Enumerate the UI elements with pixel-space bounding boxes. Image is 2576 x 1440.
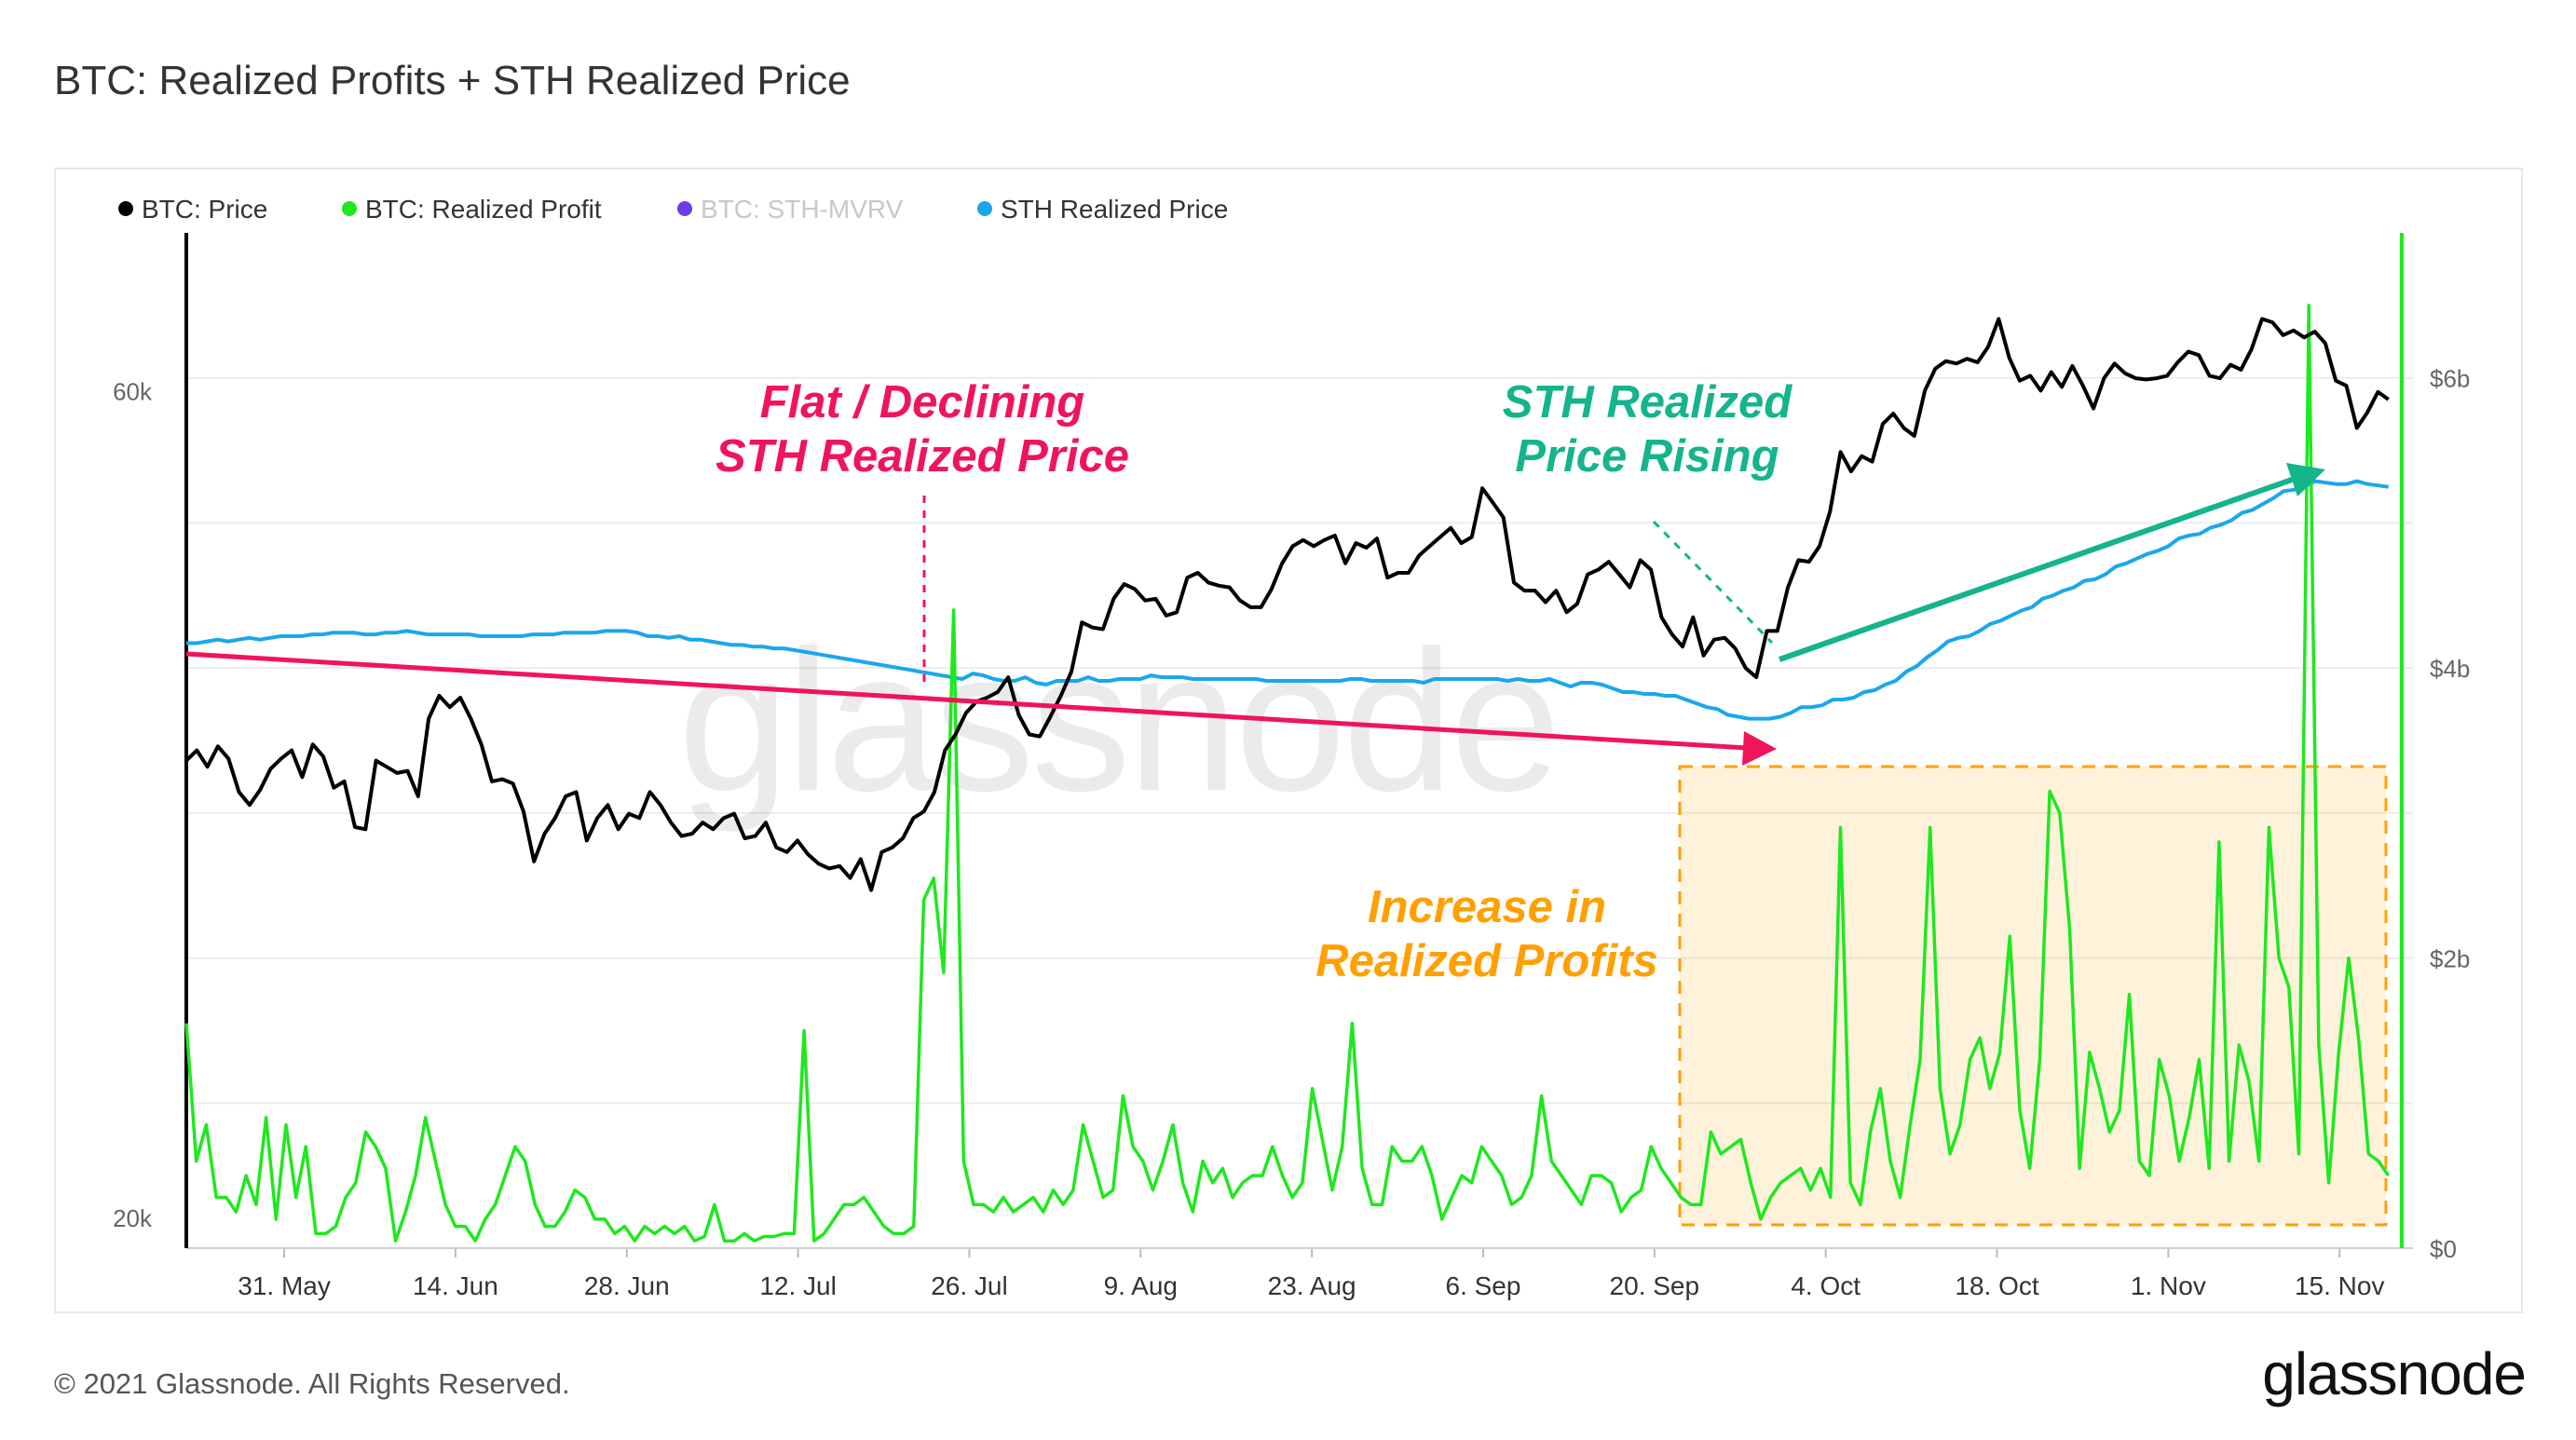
glassnode-logo: glassnode — [2262, 1340, 2527, 1407]
highlight-box-realized-profits — [1678, 765, 2388, 1227]
series-btc-realized-profit — [184, 304, 2391, 1243]
chart-title: BTC: Realized Profits + STH Realized Pri… — [54, 58, 851, 103]
annotation-rising-line1: STH Realized — [1503, 377, 1792, 428]
sth-rising-arrow — [1779, 477, 2293, 662]
series-layer — [184, 304, 2391, 1243]
x-axis-tick-label: 6. Sep — [1446, 1271, 1521, 1300]
annotation-rising-line2: Price Rising — [1515, 431, 1779, 482]
legend-label[interactable]: BTC: Realized Profit — [365, 195, 602, 224]
right-axis-tick-label: $6b — [2430, 365, 2470, 393]
x-axis-tick-label: 20. Sep — [1610, 1271, 1700, 1300]
legend-marker[interactable] — [118, 201, 133, 216]
x-axis-tick-label: 15. Nov — [2295, 1271, 2385, 1300]
annotation-profits-line2: Realized Profits — [1315, 936, 1658, 986]
left-axis-tick-label: 60k — [113, 377, 153, 405]
sth-rising-arrowhead — [2286, 463, 2325, 496]
x-axis-tick-label: 28. Jun — [584, 1271, 670, 1300]
sth-rising-pointer — [1652, 520, 1774, 645]
x-axis-tick-label: 14. Jun — [413, 1271, 498, 1300]
right-axis-tick-label: $2b — [2430, 945, 2470, 973]
x-axis-tick-label: 26. Jul — [931, 1271, 1008, 1300]
left-axis-tick-label: 20k — [113, 1204, 153, 1232]
right-axis-tick-label: $0 — [2430, 1235, 2457, 1263]
legend-label[interactable]: BTC: STH-MVRV — [701, 195, 904, 224]
legend-label[interactable]: STH Realized Price — [1001, 195, 1228, 224]
chart-panel — [54, 168, 2523, 1313]
annotation-flat-line2: STH Realized Price — [716, 431, 1129, 482]
x-axis-tick-label: 18. Oct — [1955, 1271, 2038, 1300]
watermark: glassnode — [678, 608, 1558, 833]
annotation-flat-line1: Flat / Declining — [760, 377, 1085, 428]
series-btc-price — [184, 317, 2390, 892]
x-axis-tick-label: 31. May — [238, 1271, 331, 1300]
series-sth-realized-price — [186, 479, 2389, 721]
flat-declining-arrowhead — [1742, 731, 1777, 766]
flat-declining-arrow — [185, 651, 1748, 751]
right-axis-tick-label: $4b — [2430, 655, 2470, 683]
x-axis-tick-label: 4. Oct — [1791, 1271, 1860, 1300]
legend-marker[interactable] — [342, 201, 357, 216]
copyright-footer: © 2021 Glassnode. All Rights Reserved. — [54, 1367, 570, 1400]
axes: 60k 20k $6b $4b $2b $0 31. May 14. Jun 28. Jun 12… — [113, 233, 2470, 1300]
x-axis-tick-label: 23. Aug — [1268, 1271, 1356, 1300]
legend-marker[interactable] — [677, 201, 692, 216]
legend-label[interactable]: BTC: Price — [142, 195, 267, 224]
legend-marker[interactable] — [977, 201, 992, 216]
x-axis-tick-label: 12. Jul — [759, 1271, 837, 1300]
x-axis-tick-label: 1. Nov — [2131, 1271, 2206, 1300]
x-axis-tick-label: 9. Aug — [1104, 1271, 1178, 1300]
annotation-profits-line1: Increase in — [1368, 882, 1606, 932]
legend: BTC: Price BTC: Realized Profit BTC: STH-M… — [118, 195, 1228, 224]
annotation-layer: Flat / Declining STH Realized Price STH … — [185, 377, 2325, 986]
